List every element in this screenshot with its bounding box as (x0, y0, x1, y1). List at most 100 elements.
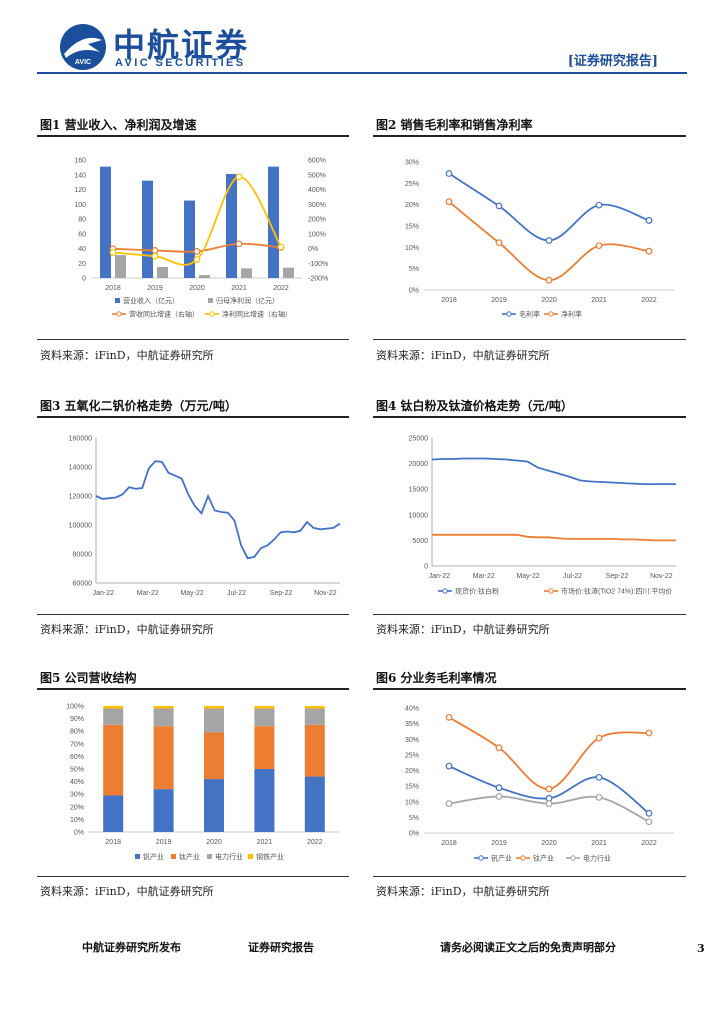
series-point-0 (495, 784, 503, 792)
figure-5-source: 资料来源：iFinD，中航证券研究所 (40, 885, 214, 898)
y-tick-label: 0% (409, 288, 419, 295)
series-point-0 (645, 217, 653, 224)
stacked-bar-1 (304, 724, 325, 777)
series-point-1 (545, 785, 553, 793)
x-tick-label: Jul-22 (563, 573, 582, 580)
y-tick-label: 10% (405, 245, 419, 252)
legend-item-3-label: 钢铁产业 (256, 852, 284, 861)
footer-disclaimer: 请务必阅读正文之后的免责声明部分 (440, 941, 616, 954)
y-tick-label: 80 (78, 217, 86, 224)
x-tick-label: 2022 (273, 285, 289, 292)
series-point-0 (495, 202, 503, 210)
x-tick-label: 2019 (491, 840, 507, 847)
chart-vanadium-price: 60000 80000 100000 120000 140000 160000 Jan-22… (69, 436, 341, 597)
x-tick-label: 2019 (491, 297, 507, 304)
legend-item-1-marker (548, 311, 554, 317)
series-point-0 (595, 201, 603, 209)
series-point-1 (445, 713, 453, 721)
series-point-1 (495, 239, 503, 247)
series-point-0 (545, 237, 553, 244)
series-point-2 (545, 800, 553, 808)
stacked-bar-0 (103, 795, 124, 832)
footer-report-type: 证券研究报告 (248, 941, 314, 954)
legend-item-1-label: 净利率 (561, 310, 582, 319)
series-point-3 (151, 252, 159, 260)
bar-0 (268, 166, 279, 278)
series-point-1 (645, 247, 653, 255)
x-tick-label: 2019 (156, 839, 172, 846)
stacked-bar-0 (204, 779, 224, 832)
y-tick-label: 10000 (409, 512, 429, 519)
figure-3-title: 图3 五氧化二钒价格走势（万元/吨） (40, 399, 237, 413)
stacked-bar-3 (254, 706, 275, 709)
y-tick-label: 80000 (73, 552, 93, 559)
series-point-3 (109, 249, 117, 256)
y-tick-label: 160000 (69, 436, 92, 443)
x-tick-label: Mar-22 (137, 590, 159, 597)
footer-publisher: 中航证券研究所发布 (82, 941, 181, 954)
series-point-2 (445, 800, 453, 808)
series-line-1 (448, 716, 650, 790)
figure-5-bottom-rule (37, 876, 349, 877)
series-point-2 (193, 248, 201, 255)
y2-tick-label: -100% (308, 261, 328, 268)
x-tick-label: Sep-22 (606, 573, 629, 580)
figure-3-top-rule (37, 416, 349, 418)
y-tick-label: 30% (405, 737, 419, 744)
stacked-bar-3 (103, 706, 124, 709)
y-tick-label: 5% (409, 815, 419, 822)
legend-item-0-marker (442, 588, 448, 594)
y2-tick-label: 600% (308, 158, 326, 165)
legend-item-0-label: 毛利率 (519, 310, 540, 319)
y-tick-label: 100000 (69, 523, 92, 530)
y-tick-label: 80% (70, 729, 84, 736)
x-tick-label: 2021 (591, 840, 607, 847)
chart-segment-margins: 0% 5% 10% 15% 20% 25% 30% 35% 40% 2018 2019 2020 202… (405, 706, 674, 863)
figure-4-bottom-rule (373, 614, 686, 615)
legend-net-profit-label: 归母净利润（亿元） (216, 296, 279, 305)
y2-tick-label: 100% (308, 231, 326, 238)
y2-tick-label: 200% (308, 217, 326, 224)
y-tick-label: 35% (405, 721, 419, 728)
series-line-0 (95, 460, 341, 560)
bar-1 (283, 267, 294, 278)
chart-revenue-profit: 0 20 40 60 80 100 120 140 160 -200% -100% 0% 100% 200… (74, 158, 328, 319)
y-tick-label: 20% (70, 804, 84, 811)
y-tick-label: 5000 (412, 538, 428, 545)
series-point-1 (495, 744, 503, 752)
y-tick-label: 30% (405, 160, 419, 167)
y-tick-label: 40% (405, 706, 419, 713)
x-tick-label: 2018 (105, 839, 121, 846)
y-tick-label: 50% (70, 767, 84, 774)
y-tick-label: 120 (74, 187, 86, 194)
legend-item-1-label: 钛产业 (179, 852, 200, 861)
legend-revenue-growth-marker (116, 311, 122, 317)
header-rule (37, 72, 687, 74)
x-tick-label: 2020 (541, 840, 557, 847)
series-point-2 (151, 247, 159, 254)
legend-net-profit-swatch (208, 298, 213, 303)
figure-1-bottom-rule (37, 339, 349, 340)
y-tick-label: 0% (409, 831, 419, 838)
stacked-bar-0 (304, 776, 325, 832)
y-tick-label: 60000 (73, 581, 93, 588)
legend-item-0-label: 钒产业 (491, 854, 512, 863)
figure-6-bottom-rule (373, 876, 686, 877)
legend-item-1-swatch (171, 854, 176, 859)
series-point-0 (645, 809, 653, 817)
y2-tick-label: 300% (308, 202, 326, 209)
legend-item-1-marker (520, 855, 526, 861)
figure-1-source: 资料来源：iFinD，中航证券研究所 (40, 349, 214, 362)
bar-1 (115, 255, 126, 278)
x-tick-label: 2022 (641, 840, 657, 847)
stacked-bar-1 (153, 726, 174, 790)
logo-text: AVIC (75, 59, 91, 66)
y-tick-label: 20% (405, 768, 419, 775)
figure-3-source: 资料来源：iFinD，中航证券研究所 (40, 623, 214, 636)
figure-4-title: 图4 钛白粉及钛渣价格走势（元/吨） (376, 399, 573, 413)
legend-item-2-label: 电力行业 (215, 852, 243, 861)
y-tick-label: 60% (70, 754, 84, 761)
x-tick-label: 2018 (105, 285, 121, 292)
bar-1 (199, 275, 210, 278)
x-tick-label: May-22 (516, 573, 539, 580)
